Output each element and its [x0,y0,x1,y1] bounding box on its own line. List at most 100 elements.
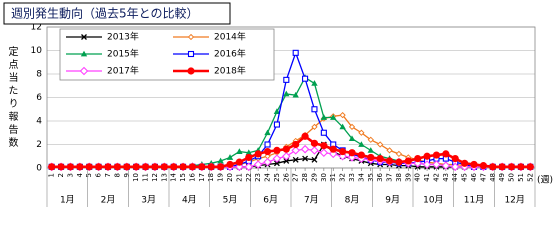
point [292,156,299,163]
point [282,145,290,153]
point [358,129,365,136]
x-tick-label: 3 [66,173,74,177]
point [160,163,168,171]
x-tick-label: 40 [414,173,422,182]
point [292,140,300,149]
marker [187,33,195,41]
x-tick-label: 47 [479,173,487,182]
point [245,153,253,162]
point [386,147,393,154]
x-tick-label: 29 [310,173,318,182]
point [151,163,159,171]
x-tick-label: 27 [292,173,300,182]
x-tick-label: 22 [245,173,253,182]
point [441,161,451,170]
point [432,151,441,159]
x-tick-label: 49 [498,173,506,182]
marker [187,50,195,58]
point [113,163,121,171]
point [292,91,299,98]
point [404,157,412,165]
point [450,162,460,172]
y-tick-label: 8 [36,70,42,80]
point [235,158,243,166]
point [253,160,263,169]
point [57,163,65,171]
legend-label: 2015年 [107,48,139,60]
month-label: 4月 [182,195,197,206]
point [273,108,281,114]
point [348,123,356,131]
point [461,159,469,167]
point [348,149,356,157]
y-tick-label: 6 [36,93,42,103]
point [320,114,328,120]
point [517,163,525,171]
title-box [3,2,231,25]
x-tick-label: 46 [470,172,478,181]
point [254,150,262,158]
point [188,163,197,171]
x-tick-label: 19 [217,173,225,182]
x-tick-label: 34 [357,172,365,181]
point [385,157,394,165]
point [311,106,318,113]
point [339,111,346,119]
point [339,123,346,130]
point [302,155,309,162]
x-tick-label: 33 [348,173,356,182]
x-tick-label: 25 [273,173,281,182]
x-tick-label: 5 [85,173,93,177]
x-unit-label: (週) [537,175,553,186]
x-tick-label: 18 [207,173,215,182]
y-axis-label: 定点当たり報告数 [6,45,18,150]
legend-label: 2013年 [107,31,139,43]
x-tick-label: 38 [395,173,403,182]
month-label: 11月 [464,195,484,206]
point [330,114,337,120]
x-tick-label: 20 [226,173,234,182]
point [272,154,282,163]
legend-label: 2017年 [107,65,139,77]
x-tick-label: 4 [76,172,84,177]
x-tick-label: 31 [329,173,337,182]
y-tick-label: 4 [36,117,42,127]
point [282,151,291,161]
point [236,148,243,154]
point [395,158,403,166]
point [273,160,280,167]
point [329,145,337,153]
x-tick-label: 21 [235,173,243,182]
point [283,90,290,97]
point [319,148,329,158]
series-layer [47,49,535,172]
marker [81,34,87,40]
point [273,146,281,154]
series-line [51,134,531,169]
point [263,147,272,156]
point [310,139,319,147]
point [264,141,271,148]
y-tick-label: 2 [36,140,42,150]
point [507,163,516,171]
point [395,150,403,158]
x-tick-label: 43 [442,173,450,182]
point [376,155,384,163]
point [273,121,280,128]
x-tick-label: 2 [57,173,65,177]
x-tick-label: 44 [451,172,459,181]
x-tick-label: 15 [179,173,187,182]
x-tick-label: 28 [301,173,309,182]
point [367,136,374,143]
x-tick-label: 24 [264,172,272,181]
x-tick-label: 12 [151,173,159,182]
month-label: 6月 [263,195,278,206]
month-label: 8月 [345,195,360,206]
point [423,152,431,160]
point [451,155,459,163]
point [348,135,356,142]
x-tick-label: 11 [142,173,150,182]
month-label: 5月 [223,195,238,206]
month-label: 2月 [101,195,116,206]
